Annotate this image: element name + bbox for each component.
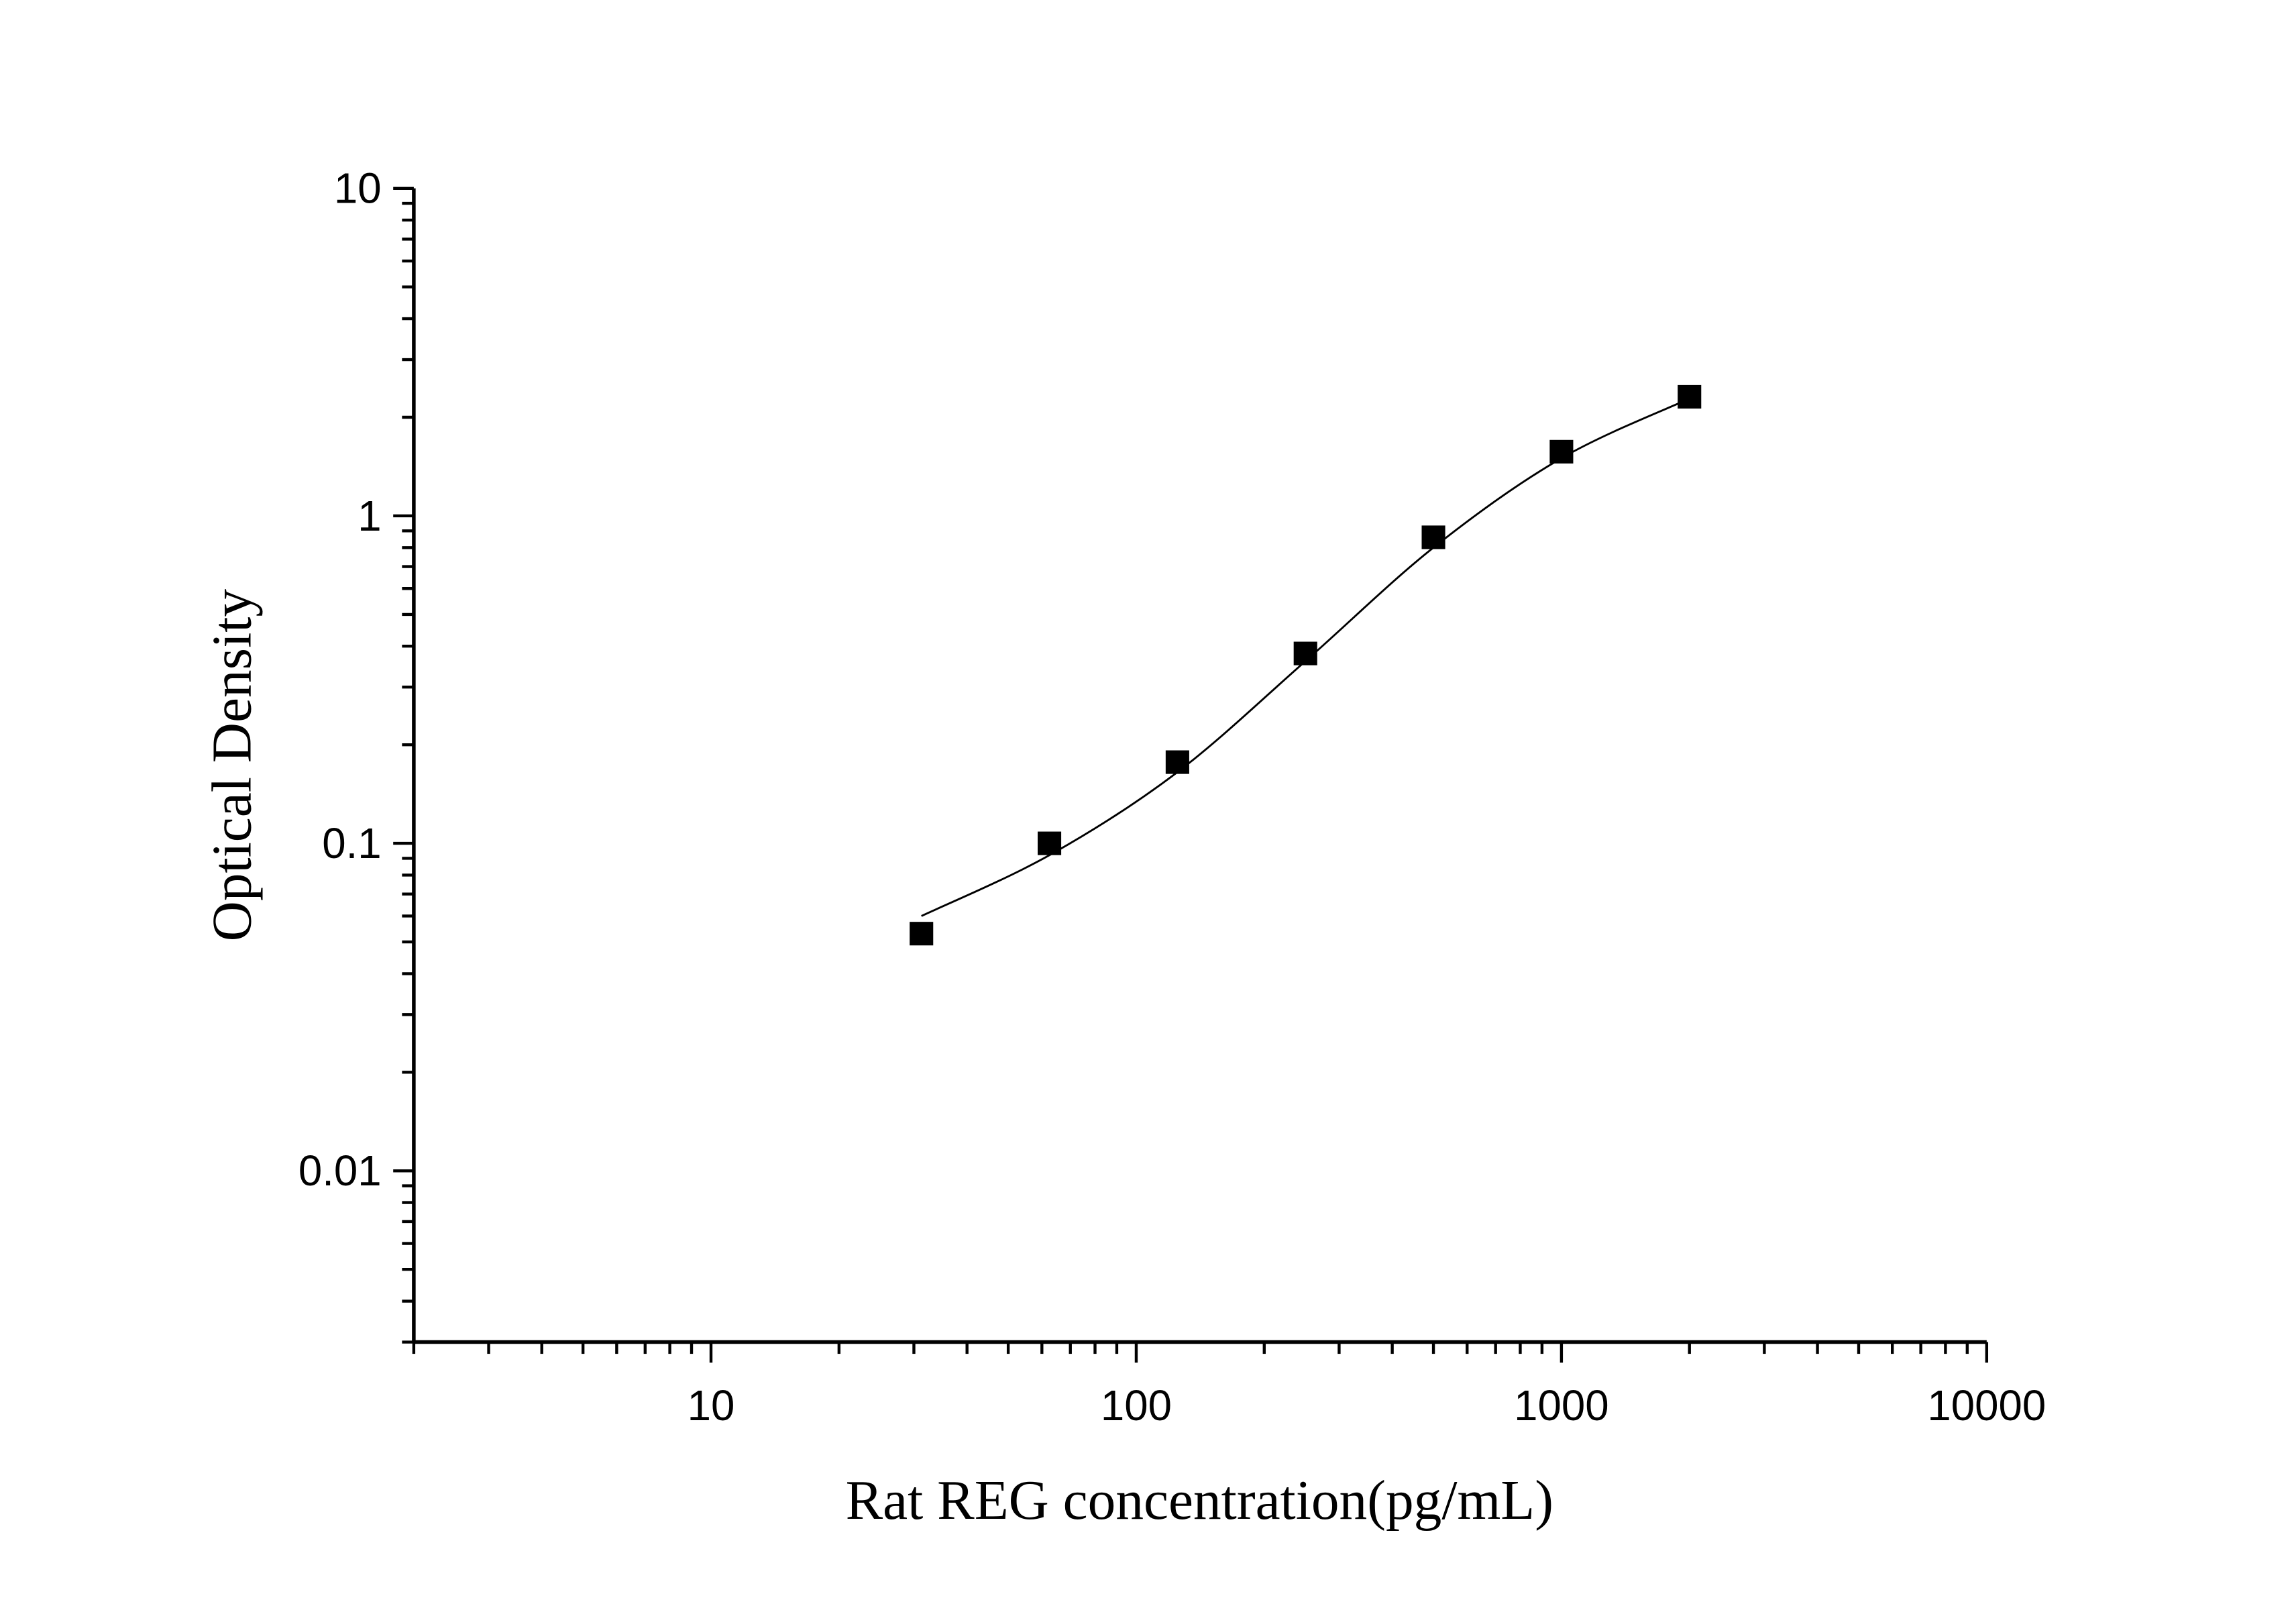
axes xyxy=(412,188,1987,1344)
y-tick-label: 0.1 xyxy=(322,820,381,867)
ticks xyxy=(393,186,1989,1363)
data-point xyxy=(1293,641,1317,665)
data-points xyxy=(910,384,1702,946)
x-tick-label: 1000 xyxy=(1514,1382,1609,1430)
tick-labels: 10 100 1000 10000 0.01 0.1 1 10 xyxy=(298,165,2046,1430)
x-tick-label: 100 xyxy=(1101,1382,1172,1430)
y-axis-title: Optical Density xyxy=(201,589,263,942)
data-point xyxy=(1421,525,1445,549)
data-point xyxy=(910,922,934,946)
y-tick-label: 0.01 xyxy=(298,1147,382,1195)
data-point xyxy=(1549,439,1574,464)
x-axis-title: Rat REG concentration(pg/mL) xyxy=(846,1470,1553,1532)
y-tick-label: 1 xyxy=(358,492,381,540)
data-point xyxy=(1165,750,1189,774)
x-tick-label: 10 xyxy=(688,1382,735,1430)
y-tick-label: 10 xyxy=(334,165,382,213)
data-point xyxy=(1678,384,1702,409)
x-tick-label: 10000 xyxy=(1927,1382,2046,1430)
data-point xyxy=(1038,831,1062,855)
